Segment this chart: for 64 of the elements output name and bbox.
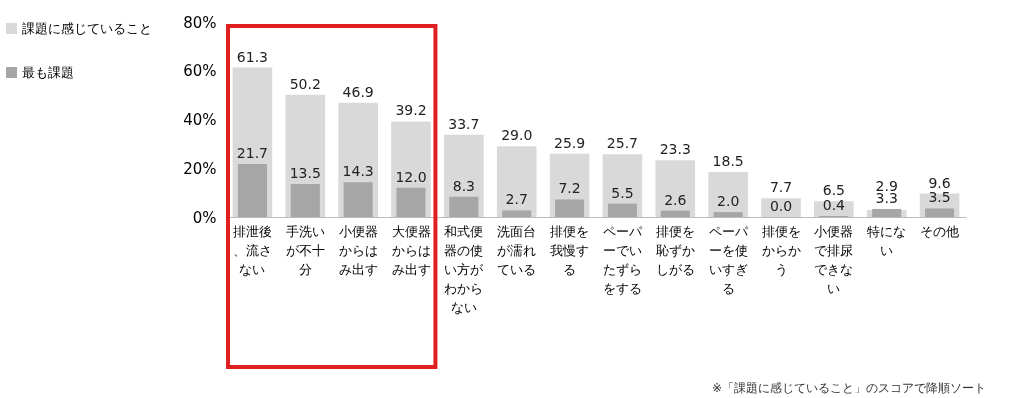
data-label: 21.7: [236, 145, 269, 162]
data-label: 29.0: [501, 127, 533, 144]
data-label: 25.9: [553, 134, 586, 151]
x-tick-label: その他: [920, 223, 960, 239]
legend-label: 最も課題: [22, 64, 74, 80]
data-label: 0.0: [769, 198, 793, 214]
bar: [655, 160, 696, 217]
bar: [237, 164, 267, 217]
data-label: 50.2: [289, 75, 321, 92]
data-label: 2.6: [664, 191, 687, 208]
data-label: 25.7: [606, 135, 639, 152]
bar: [708, 171, 748, 217]
y-tick-label: 60%: [183, 62, 217, 81]
data-label: 23.3: [659, 141, 691, 158]
data-label: 5.5: [611, 184, 634, 201]
x-tick-label: 手洗いが不十分: [285, 223, 325, 277]
bar: [925, 208, 955, 217]
y-tick-label: 20%: [183, 159, 217, 178]
x-tick-label: 排便を我慢する: [550, 223, 590, 277]
bar: [713, 212, 743, 217]
x-tick-label: 特にない: [867, 223, 907, 258]
data-label: 8.3: [452, 177, 475, 194]
bar: [449, 196, 479, 217]
bar: [496, 146, 537, 217]
data-label: 3.5: [928, 189, 951, 206]
data-label: 2.0: [717, 193, 740, 210]
bar: [872, 208, 902, 217]
x-tick-label: ペーパーを使いすぎる: [708, 223, 749, 296]
y-tick-label: 40%: [183, 111, 217, 129]
data-label: 7.7: [769, 179, 793, 196]
bar: [343, 182, 373, 217]
x-tick-label: 排泄後、流さない: [232, 223, 272, 277]
x-tick-label: 小便器からはみ出す: [338, 223, 378, 277]
bar: [502, 210, 532, 217]
bar: [290, 184, 320, 217]
data-label: 2.9: [875, 177, 898, 194]
data-label: 12.0: [395, 168, 427, 185]
data-label: 2.7: [505, 191, 528, 208]
data-label: 13.5: [289, 165, 321, 182]
data-label: 6.5: [822, 182, 845, 199]
x-tick-label: ペーパーでいたずらをする: [602, 223, 643, 296]
text: ※「課題に感じていること」のスコアで降順ソート: [711, 381, 986, 395]
x-tick-label: 大便器からはみ出す: [391, 223, 431, 277]
y-tick-label: 0%: [192, 208, 217, 227]
bar: [396, 187, 426, 217]
data-label: 14.3: [342, 163, 374, 180]
bar: [555, 199, 585, 217]
data-label: 7.2: [558, 180, 581, 197]
legend-label: 課題に感じていること: [22, 20, 152, 36]
x-tick-label: 和式便器の使い方がわからない: [444, 223, 485, 315]
data-label: 61.3: [236, 48, 269, 65]
data-label: 9.6: [928, 174, 951, 191]
y-tick-label: 80%: [183, 13, 217, 32]
x-tick-label: 洗面台が濡れている: [497, 223, 537, 277]
data-label: 46.9: [342, 83, 374, 100]
bar: [660, 210, 690, 217]
data-label: 0.4: [822, 197, 846, 214]
data-label: 39.2: [395, 102, 427, 119]
data-label: 18.5: [712, 152, 744, 169]
bar: [607, 203, 637, 217]
data-label: 33.7: [448, 115, 480, 132]
x-tick-label: 排便をからかう: [761, 223, 801, 277]
x-tick-label: 排便を恥ずかしがる: [655, 223, 695, 277]
x-tick-label: 小便器で排尿できない: [814, 223, 854, 296]
